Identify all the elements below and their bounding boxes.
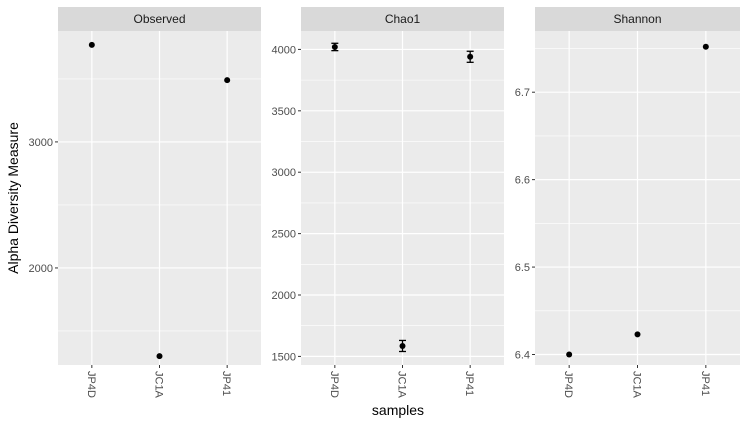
y-tick-label: 2500 bbox=[272, 229, 296, 241]
y-axis-title: Alpha Diversity Measure bbox=[5, 122, 21, 274]
panel-title: Observed bbox=[133, 12, 185, 26]
y-tick-label: 3500 bbox=[272, 106, 296, 118]
x-tick-label: JP41 bbox=[220, 371, 232, 396]
panel-observed: Observed 2000 3000 JP4D JC1A JP41 bbox=[29, 7, 261, 399]
x-tick-label: JP41 bbox=[463, 371, 475, 396]
y-tick-label: 1500 bbox=[272, 351, 296, 363]
x-tick-label: JC1A bbox=[396, 371, 408, 399]
data-point-jp41 bbox=[224, 77, 231, 84]
y-tick-label: 4000 bbox=[272, 44, 296, 56]
y-tick-label: 6.6 bbox=[515, 175, 530, 187]
data-point-jp41 bbox=[467, 53, 474, 60]
data-point-jc1a bbox=[156, 353, 163, 360]
y-tick-label: 3000 bbox=[272, 167, 296, 179]
data-point-jp4d bbox=[331, 43, 338, 50]
y-tick-label: 2000 bbox=[272, 290, 296, 302]
panel-shannon: Shannon 6.4 6.5 6.6 6.7 JP4D JC1A JP41 bbox=[515, 7, 740, 399]
data-point-jc1a bbox=[399, 342, 406, 349]
data-point-jp4d bbox=[88, 41, 95, 48]
y-tick-label: 6.4 bbox=[515, 350, 530, 362]
x-tick-label: JP41 bbox=[699, 371, 711, 396]
data-point-jc1a bbox=[634, 331, 641, 338]
panel-strip bbox=[535, 7, 740, 31]
panel-title: Chao1 bbox=[385, 12, 421, 26]
data-point-jp4d bbox=[566, 351, 573, 358]
y-tick-label: 6.5 bbox=[515, 262, 530, 274]
x-tick-label: JC1A bbox=[631, 371, 643, 399]
y-tick-label: 3000 bbox=[29, 137, 53, 149]
y-tick-label: 6.7 bbox=[515, 87, 530, 99]
x-tick-label: JP4D bbox=[85, 371, 97, 398]
panel-chao1: Chao1 1500 2000 2500 3000 3500 4000 JP4D JC1A JP4… bbox=[272, 7, 504, 399]
x-tick-label: JP4D bbox=[562, 371, 574, 398]
y-tick-label: 2000 bbox=[29, 263, 53, 275]
panel-strip bbox=[58, 7, 261, 31]
x-tick-label: JC1A bbox=[153, 371, 165, 399]
x-axis-title: samples bbox=[372, 402, 424, 418]
x-tick-label: JP4D bbox=[328, 371, 340, 398]
panel-title: Shannon bbox=[613, 12, 661, 26]
panel-strip bbox=[301, 7, 504, 31]
data-point-jp41 bbox=[702, 43, 709, 50]
